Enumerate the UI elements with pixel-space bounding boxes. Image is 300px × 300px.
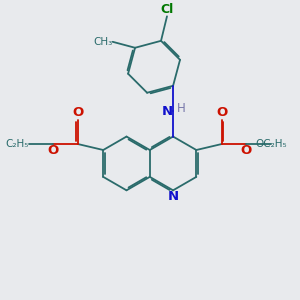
Text: Cl: Cl	[160, 3, 174, 16]
Text: C₂H₅: C₂H₅	[5, 139, 29, 149]
Text: N: N	[167, 190, 178, 203]
Text: N: N	[162, 105, 173, 118]
Text: CH₃: CH₃	[94, 37, 113, 47]
Text: H: H	[177, 102, 186, 115]
Text: O: O	[48, 144, 59, 157]
Text: O: O	[241, 144, 252, 157]
Text: O: O	[72, 106, 83, 119]
Text: OC₂H₅: OC₂H₅	[256, 139, 287, 149]
Text: O: O	[217, 106, 228, 119]
